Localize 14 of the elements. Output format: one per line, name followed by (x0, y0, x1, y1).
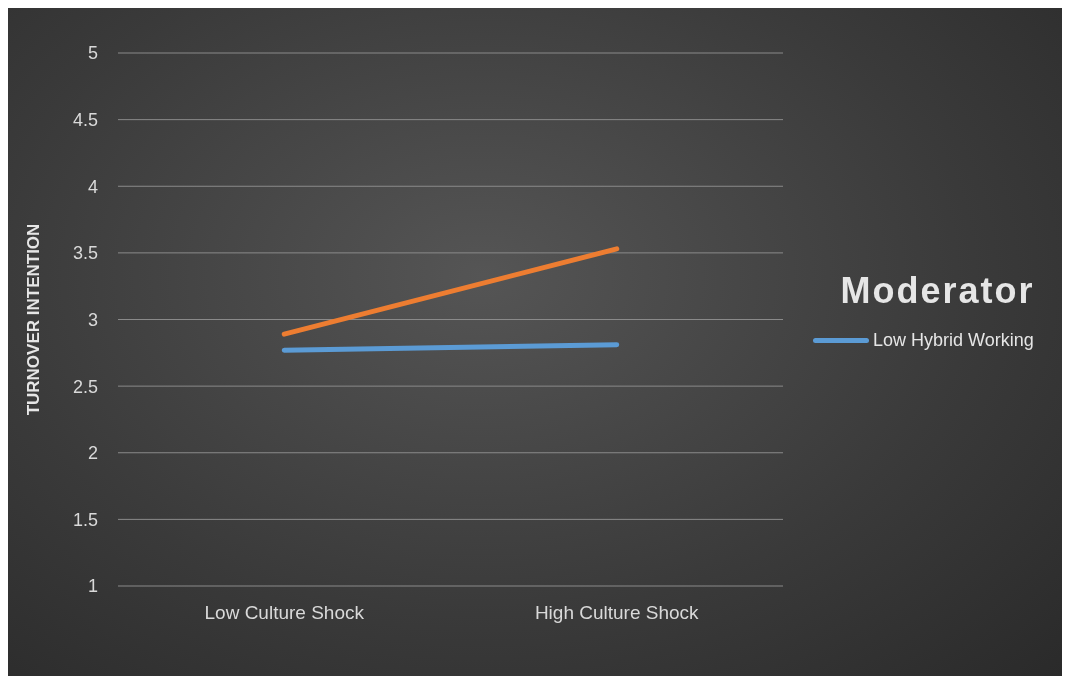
y-tick-label: 5 (87, 43, 98, 64)
y-tick-label: 4.5 (72, 110, 98, 131)
y-tick-label: 1 (87, 576, 98, 597)
y-axis-title: TURNOVER INTENTION (24, 223, 44, 416)
y-tick-label: 2.5 (72, 376, 98, 397)
y-tick-label: 4 (87, 176, 98, 197)
y-tick-label: 3.5 (72, 243, 98, 264)
x-tick-label: Low Culture Shock (204, 602, 365, 624)
y-tick-label: 2 (87, 443, 98, 464)
legend-title: Moderator (839, 270, 1036, 312)
x-tick-label: High Culture Shock (534, 602, 700, 624)
y-tick-label: 1.5 (72, 509, 98, 530)
y-tick-label: 3 (87, 309, 98, 330)
legend-label: Low Hybrid Working (873, 330, 1034, 351)
